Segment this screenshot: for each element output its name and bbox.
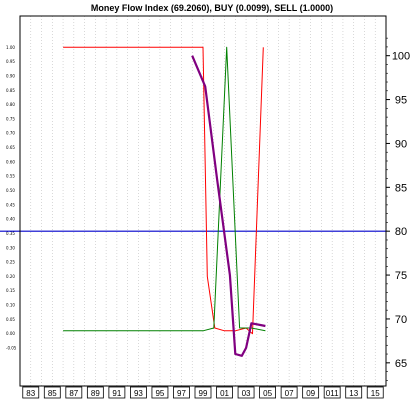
- x-tick-label: 011: [326, 389, 339, 398]
- x-tick-box: [173, 386, 190, 399]
- x-tick-label: 01: [220, 389, 229, 398]
- x-tick-label: 09: [306, 389, 315, 398]
- x-tick-label: 13: [349, 389, 358, 398]
- left-tick-label: 0.35: [6, 231, 15, 236]
- left-tick-label: 0.00: [6, 331, 15, 336]
- x-tick-box: [323, 386, 341, 399]
- right-tick-label: 100: [392, 51, 410, 63]
- x-tick-box: [43, 386, 61, 399]
- left-tick-label: 0.80: [6, 102, 15, 107]
- left-tick-label: 0.10: [6, 303, 15, 308]
- x-axis: 83 85 87 89 91 93 95 97 99 01 03 05 07 09 011 13 15: [20, 385, 386, 399]
- left-tick-label: 0.30: [6, 245, 15, 250]
- left-tick-label: 0.20: [6, 274, 15, 279]
- left-tick-label: 0.45: [6, 202, 15, 207]
- right-tick-label: 70: [395, 314, 407, 326]
- left-tick-label: 0.05: [6, 317, 15, 322]
- x-tick-label: 89: [91, 389, 100, 398]
- right-tick-label: 65: [395, 358, 407, 370]
- left-tick-label: 0.40: [6, 217, 15, 222]
- x-tick-label: 95: [155, 389, 164, 398]
- left-tick-label: 0.60: [6, 159, 15, 164]
- right-tick-label: 85: [395, 182, 407, 194]
- right-axis-ticks: 100 95 90 85 80 75 70 65: [386, 37, 410, 381]
- x-tick-label: 93: [134, 389, 143, 398]
- x-tick-box: [22, 386, 40, 399]
- x-tick-box: [237, 386, 255, 399]
- left-tick-label: -0.05: [6, 346, 17, 351]
- x-tick-box: [108, 386, 126, 399]
- x-tick-label: 87: [69, 389, 78, 398]
- x-tick-box: [366, 386, 384, 399]
- chart-title: Money Flow Index (69.2060), BUY (0.0099)…: [91, 3, 333, 13]
- left-tick-label: 0.50: [6, 188, 15, 193]
- x-tick-box: [194, 386, 212, 399]
- x-tick-label: 97: [177, 389, 186, 398]
- left-tick-label: 0.95: [6, 59, 15, 64]
- right-tick-label: 80: [395, 226, 407, 238]
- left-tick-label: 0.25: [6, 260, 15, 265]
- x-tick-box: [65, 386, 83, 399]
- x-tick-label: 99: [199, 389, 208, 398]
- left-tick-label: 0.85: [6, 88, 15, 93]
- x-tick-label: 83: [26, 389, 35, 398]
- x-tick-box: [151, 386, 169, 399]
- left-axis-ticks: 1.00 0.95 0.90 0.85 0.80 0.75 0.70 0.65 0.60 0.55…: [6, 45, 17, 351]
- x-tick-box: [130, 386, 147, 399]
- x-tick-box: [86, 386, 104, 399]
- left-tick-label: 0.90: [6, 73, 15, 78]
- x-tick-label: 85: [48, 389, 57, 398]
- left-tick-label: 0.15: [6, 288, 15, 293]
- right-tick-label: 75: [395, 270, 407, 282]
- x-tick-box: [345, 386, 363, 399]
- x-tick-label: 05: [263, 389, 272, 398]
- right-tick-label: 95: [395, 95, 407, 107]
- left-tick-label: 0.70: [6, 131, 15, 136]
- x-tick-box: [259, 386, 276, 399]
- x-tick-label: 15: [371, 389, 380, 398]
- x-tick-label: 07: [285, 389, 294, 398]
- series-group: [63, 46, 266, 357]
- right-tick-label: 90: [395, 138, 407, 150]
- left-tick-label: 1.00: [6, 45, 15, 50]
- x-tick-box: [280, 386, 298, 399]
- left-tick-label: 0.75: [6, 116, 15, 121]
- x-tick-label: 03: [242, 389, 251, 398]
- x-tick-box: [216, 386, 233, 399]
- x-tick-box: [302, 386, 320, 399]
- series-line-2: [191, 55, 266, 357]
- x-tick-label: 91: [112, 389, 121, 398]
- left-tick-label: 0.65: [6, 145, 15, 150]
- left-tick-label: 0.55: [6, 174, 15, 179]
